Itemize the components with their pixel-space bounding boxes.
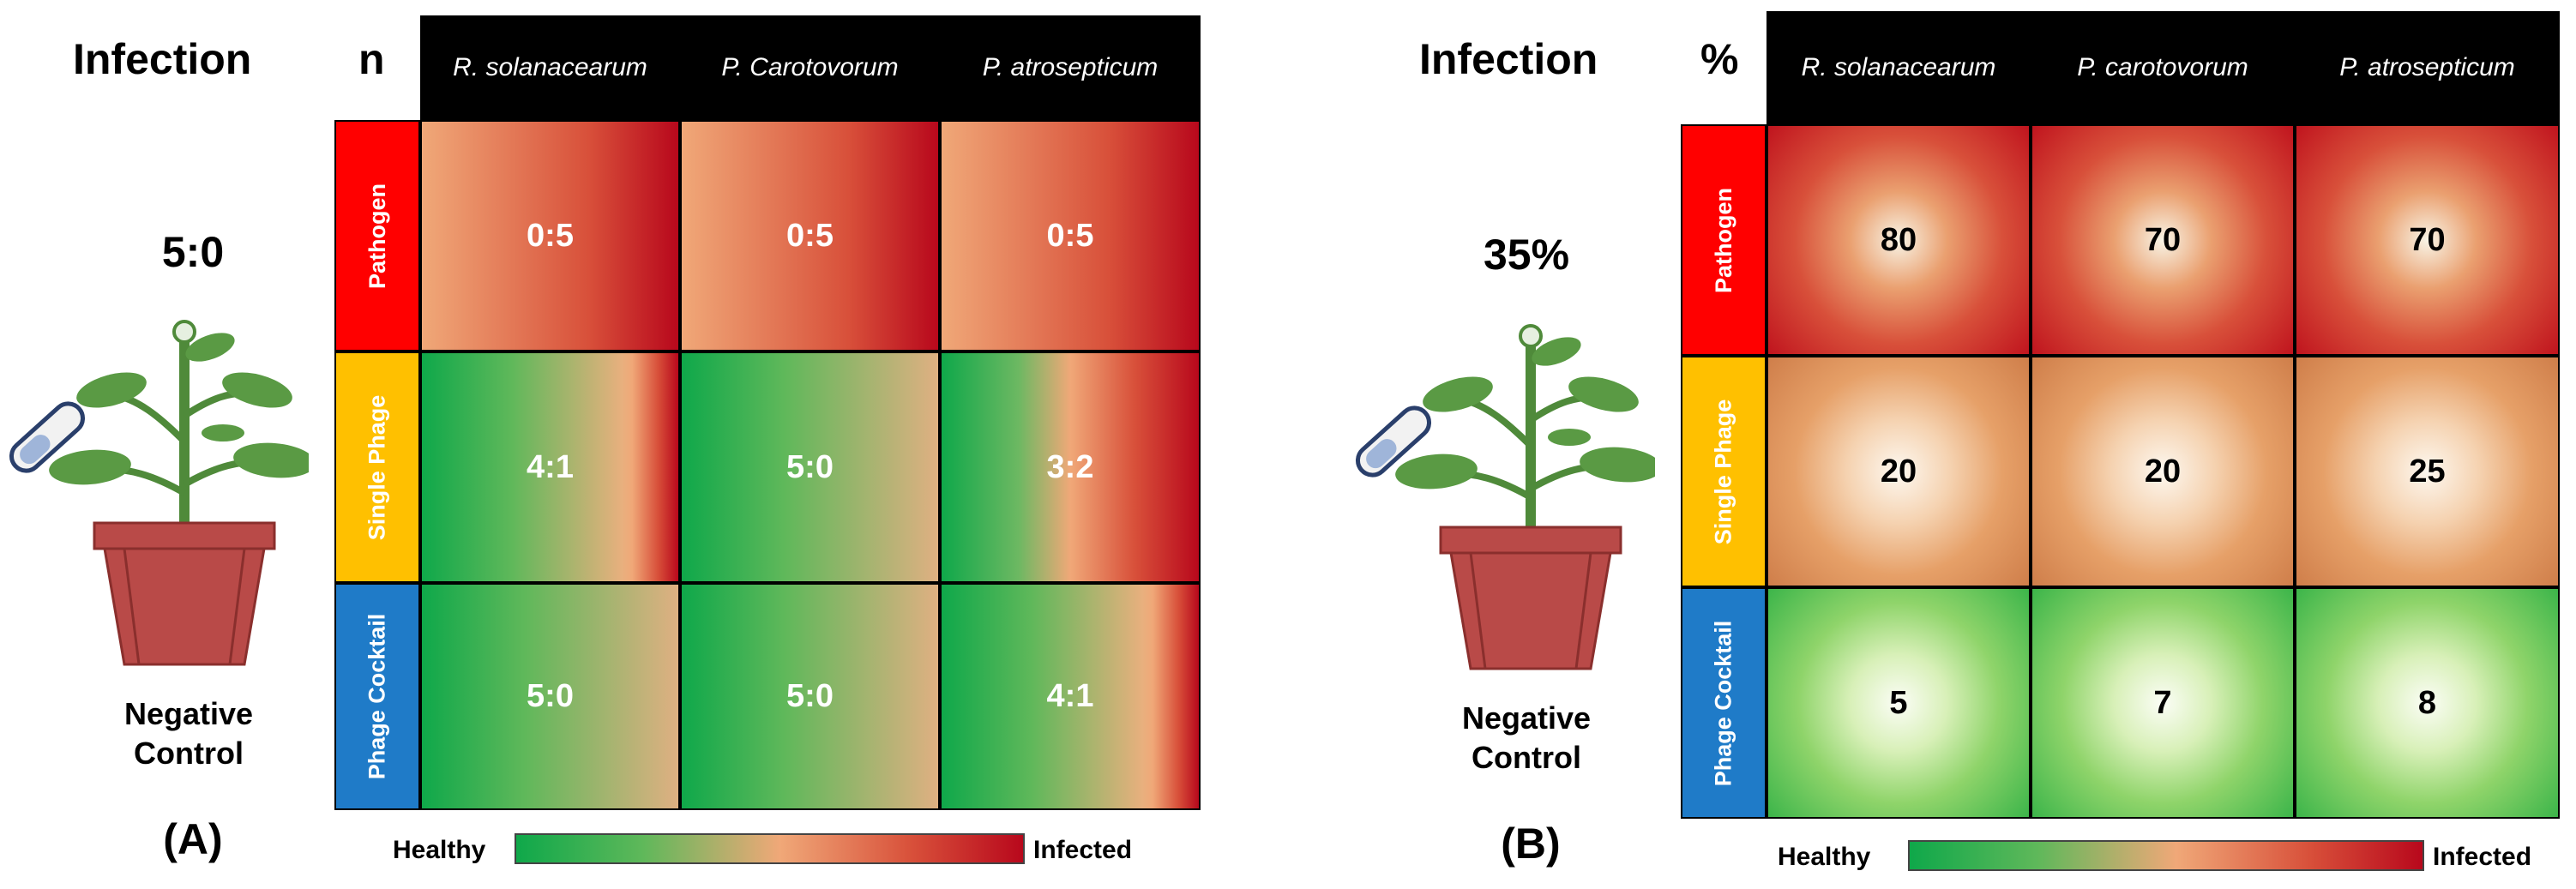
panel-b-row-label-phage-cocktail: Phage Cocktail: [1681, 587, 1766, 819]
panel-b-legend-healthy: Healthy: [1778, 843, 1871, 871]
row-label-text: Phage Cocktail: [364, 613, 390, 780]
panel-a-panel-label: (A): [163, 815, 223, 863]
panel-b-cell-single-rs: 20: [1766, 356, 2031, 587]
panel-b-cell-pathogen-pa: 70: [2295, 124, 2560, 356]
panel-a-col-header-3: P. atrosepticum: [940, 15, 1201, 120]
panel-b-cell-cocktail-rs: 5: [1766, 587, 2031, 819]
panel-b-corner-label: %: [1700, 35, 1739, 83]
panel-a-cell-pathogen-rs: 0:5: [420, 120, 680, 351]
panel-b-cell-single-pa: 25: [2295, 356, 2560, 587]
panel-a-cell-single-pc: 5:0: [680, 351, 940, 583]
panel-a-cell-pathogen-pc: 0:5: [680, 120, 940, 351]
panel-b-cell-pathogen-pc: 70: [2031, 124, 2295, 356]
panel-b-col-header-3: P. atrosepticum: [2295, 11, 2560, 124]
panel-a-row-label-phage-cocktail: Phage Cocktail: [334, 583, 420, 810]
test-tube-icon: [9, 401, 86, 473]
panel-b-control-value: 35%: [1483, 231, 1570, 279]
panel-b-row-label-single-phage: Single Phage: [1681, 356, 1766, 587]
row-label-text: Single Phage: [364, 394, 390, 540]
panel-b-legend-infected: Infected: [2433, 843, 2532, 871]
panel-a-legend-gradient-bar: [515, 833, 1025, 864]
panel-a-row-label-pathogen: Pathogen: [334, 120, 420, 351]
panel-a-nc-line1: Negative: [123, 696, 254, 731]
panel-b-nc-line2: Control: [1472, 740, 1581, 775]
panel-a-cell-cocktail-rs: 5:0: [420, 583, 680, 810]
plant-leaves: [1395, 324, 1655, 490]
panel-a-corner-label: n: [358, 35, 385, 83]
panel-b-col-header-2: P. carotovorum: [2031, 11, 2295, 124]
panel-a-row-label-single-phage: Single Phage: [334, 351, 420, 583]
panel-a-cell-cocktail-pa: 4:1: [940, 583, 1201, 810]
panel-a-col-header-2: P. Carotovorum: [680, 15, 940, 120]
panel-a-cell-cocktail-pc: 5:0: [680, 583, 940, 810]
panel-a-control-value: 5:0: [161, 228, 225, 276]
panel-b-cell-single-pc: 20: [2031, 356, 2295, 587]
plant-stem: [93, 339, 275, 527]
panel-b-negative-control-label: Negative Control: [1398, 699, 1655, 778]
panel-a-plant-icon: [9, 320, 309, 666]
row-label-text: Pathogen: [1710, 187, 1736, 293]
panel-a-table: R. solanacearum P. Carotovorum P. atrose…: [334, 15, 1201, 810]
panel-b-cell-pathogen-rs: 80: [1766, 124, 2031, 356]
panel-a-col-header-1: R. solanacearum: [420, 15, 680, 120]
panel-b-plant-icon: [1355, 324, 1655, 670]
panel-b-infection-title: Infection: [1419, 35, 1598, 83]
row-label-text: Pathogen: [364, 183, 390, 289]
flower-pot: [1439, 526, 1622, 670]
panel-a-negative-control-label: Negative Control: [60, 694, 317, 773]
row-label-text: Phage Cocktail: [1710, 620, 1736, 786]
panel-b-cell-cocktail-pa: 8: [2295, 587, 2560, 819]
panel-a-nc-line2: Control: [134, 736, 244, 771]
panel-b-legend-gradient-bar: [1908, 840, 2424, 871]
panel-b-cell-cocktail-pc: 7: [2031, 587, 2295, 819]
panel-a-cell-pathogen-pa: 0:5: [940, 120, 1201, 351]
row-label-text: Single Phage: [1710, 399, 1736, 544]
plant-stem: [1440, 343, 1622, 532]
panel-b-table: R. solanacearum P. carotovorum P. atrose…: [1681, 11, 2560, 819]
panel-a-infection-title: Infection: [73, 35, 252, 83]
panel-b-row-label-pathogen: Pathogen: [1681, 124, 1766, 356]
panel-a-legend-infected: Infected: [1033, 836, 1133, 864]
panel-b-col-header-1: R. solanacearum: [1766, 11, 2031, 124]
panel-a-legend-healthy: Healthy: [393, 836, 486, 864]
test-tube-icon: [1355, 405, 1432, 478]
panel-a-cell-single-rs: 4:1: [420, 351, 680, 583]
plant-leaves: [49, 320, 309, 485]
flower-pot: [93, 521, 276, 666]
panel-b-panel-label: (B): [1501, 820, 1561, 868]
panel-a-cell-single-pa: 3:2: [940, 351, 1201, 583]
panel-b-nc-line1: Negative: [1461, 700, 1592, 736]
